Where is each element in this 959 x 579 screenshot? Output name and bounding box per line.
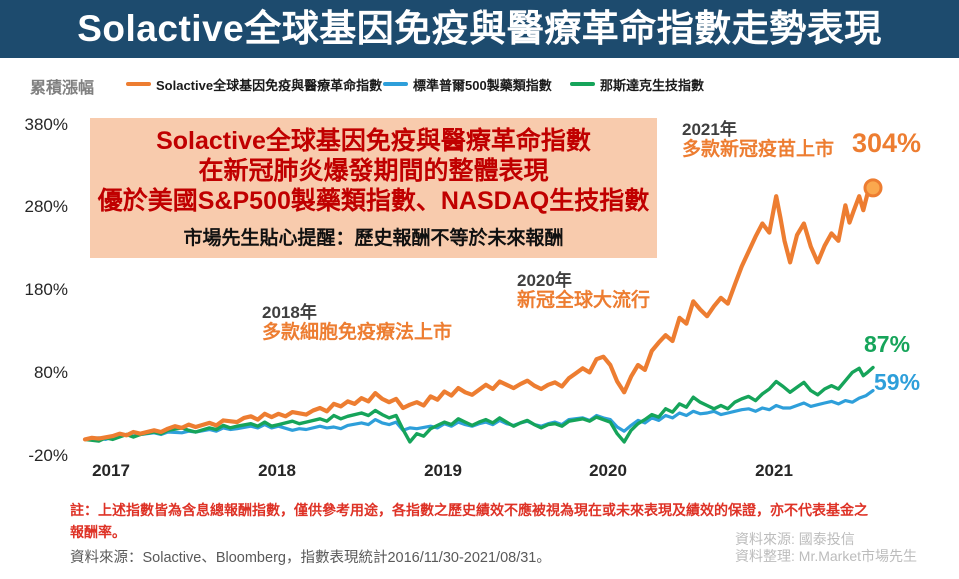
legend-label: Solactive全球基因免疫與醫療革命指數 (156, 77, 383, 93)
end-value-nasdaq-biotech: 87% (864, 331, 911, 357)
x-tick: 2021 (755, 461, 793, 480)
annotation-text: 新冠全球大流行 (517, 290, 651, 311)
orange-line-swatch-icon (126, 82, 151, 86)
y-axis-caption: 累積漲幅 (30, 80, 95, 97)
blue-line-swatch-icon (383, 82, 408, 86)
x-tick: 2017 (92, 461, 130, 480)
solactive-line (82, 185, 876, 442)
annotation-text: 多款細胞免疫療法上市 (262, 322, 453, 343)
x-tick: 2020 (589, 461, 627, 480)
data-source-note: 資料來源：Solactive、Bloomberg，指數表現統計2016/11/3… (70, 550, 551, 566)
callout-reminder: 市場先生貼心提醒：歷史報酬不等於未來報酬 (183, 228, 564, 249)
sp500-pharma-line (83, 389, 875, 441)
end-value-solactive: 304% (852, 128, 922, 158)
legend-label: 標準普爾500製藥類指數 (413, 77, 552, 93)
annotation-year: 2020年 (517, 271, 572, 290)
y-tick: 280% (24, 197, 68, 216)
nasdaq-biotech-line (83, 365, 875, 444)
y-tick: 380% (24, 115, 68, 134)
y-tick: -20% (28, 446, 68, 465)
disclaimer-note: 註：上述指數皆為含息總報酬指數，僅供參考用途，各指數之歷史績效不應被視為現在或未… (70, 502, 868, 540)
callout-box: Solactive全球基因免疫與醫療革命指數 在新冠肺炎爆發期間的整體表現 優於… (90, 118, 657, 258)
credits: 資料來源: 國泰投信 資料整理: Mr.Market市場先生 (735, 531, 917, 565)
legend-label: 那斯達克生技指數 (600, 77, 705, 93)
legend-item-solactive: Solactive全球基因免疫與醫療革命指數 (126, 76, 383, 93)
y-tick: 180% (24, 280, 68, 299)
callout-headline-3: 優於美國S&P500製藥類指數、NASDAQ生技指數 (97, 187, 650, 215)
y-tick: 80% (33, 363, 68, 382)
callout-headline-1: Solactive全球基因免疫與醫療革命指數 (156, 127, 591, 155)
page-title: Solactive全球基因免疫與醫療革命指數走勢表現 (77, 8, 882, 49)
annotation-year: 2021年 (682, 120, 737, 139)
annotation-2021: 2021年 多款新冠疫苗上市 (682, 120, 834, 161)
x-tick: 2019 (424, 461, 462, 480)
credit-source: 資料來源: 國泰投信 (735, 531, 855, 547)
annotation-2018: 2018年 多款細胞免疫療法上市 (262, 303, 452, 344)
legend-item-sp500-pharma: 標準普爾500製藥類指數 (383, 76, 552, 93)
green-line-swatch-icon (570, 82, 595, 86)
endpoint-dot (863, 178, 883, 198)
x-tick: 2018 (258, 461, 296, 480)
callout-headline-2: 在新冠肺炎爆發期間的整體表現 (198, 157, 549, 185)
end-value-sp500-pharma: 59% (874, 369, 921, 395)
annotation-text: 多款新冠疫苗上市 (682, 139, 835, 160)
annotation-year: 2018年 (262, 303, 317, 322)
legend-item-nasdaq-biotech: 那斯達克生技指數 (570, 76, 705, 93)
title-bar: Solactive全球基因免疫與醫療革命指數走勢表現 (0, 0, 959, 58)
annotation-2020: 2020年 新冠全球大流行 (517, 271, 650, 312)
credit-editor: 資料整理: Mr.Market市場先生 (735, 548, 918, 564)
